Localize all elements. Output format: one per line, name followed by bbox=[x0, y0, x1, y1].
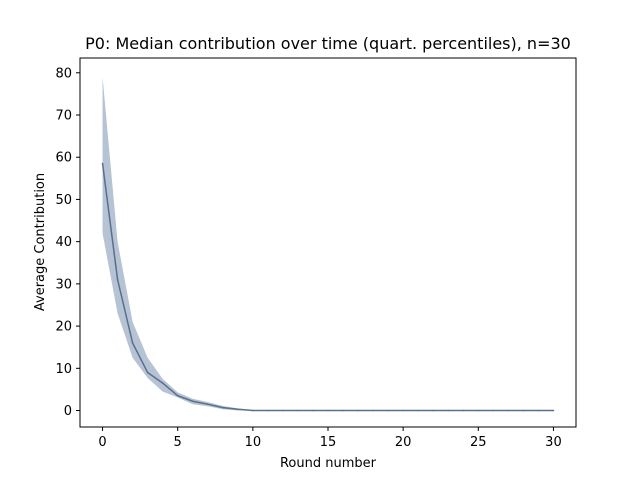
median-point bbox=[447, 409, 450, 412]
y-tick-label: 60 bbox=[55, 151, 72, 166]
x-tick-label: 10 bbox=[245, 435, 262, 450]
median-point bbox=[522, 409, 525, 412]
median-point bbox=[116, 278, 119, 281]
median-point bbox=[282, 409, 284, 412]
median-point bbox=[221, 406, 224, 409]
y-tick-label: 0 bbox=[64, 404, 72, 419]
y-tick-label: 50 bbox=[55, 193, 72, 208]
median-point bbox=[462, 409, 465, 412]
median-point bbox=[417, 409, 419, 412]
y-axis: 0 10 20 30 40 50 60 70 80 bbox=[55, 66, 80, 419]
median-point bbox=[327, 409, 329, 412]
x-tick-label: 0 bbox=[98, 435, 106, 450]
median-point bbox=[161, 382, 164, 384]
median-point bbox=[252, 409, 254, 412]
median-point bbox=[191, 400, 194, 403]
median-point bbox=[146, 371, 149, 374]
median-point bbox=[552, 409, 555, 412]
y-tick-label: 40 bbox=[55, 235, 72, 250]
interquartile-band bbox=[102, 77, 554, 411]
x-axis-label: Round number bbox=[280, 456, 377, 471]
median-point bbox=[492, 409, 495, 412]
x-tick-label: 5 bbox=[174, 435, 182, 450]
y-tick-label: 70 bbox=[55, 108, 72, 123]
median-point bbox=[432, 409, 435, 412]
median-point bbox=[342, 409, 344, 412]
x-tick-label: 20 bbox=[395, 435, 412, 450]
x-tick-label: 30 bbox=[545, 435, 562, 450]
median-point bbox=[537, 409, 540, 412]
median-point bbox=[206, 403, 209, 406]
median-point bbox=[312, 409, 314, 412]
median-point bbox=[372, 409, 374, 412]
median-point bbox=[387, 409, 389, 412]
plot-area bbox=[101, 77, 555, 412]
median-point bbox=[267, 409, 269, 412]
x-axis: 0 5 10 15 20 25 30 bbox=[98, 427, 562, 450]
median-point bbox=[297, 409, 299, 412]
y-tick-label: 80 bbox=[55, 66, 72, 81]
y-axis-label: Average Contribution bbox=[33, 173, 48, 311]
median-point bbox=[176, 394, 179, 397]
median-point bbox=[477, 409, 480, 412]
median-point bbox=[357, 409, 359, 412]
y-tick-label: 30 bbox=[55, 277, 72, 292]
chart-title: P0: Median contribution over time (quart… bbox=[85, 34, 571, 53]
y-tick-label: 20 bbox=[55, 320, 72, 335]
x-tick-label: 25 bbox=[470, 435, 487, 450]
median-point bbox=[237, 408, 239, 411]
median-line bbox=[101, 163, 554, 412]
median-point bbox=[507, 409, 510, 412]
y-tick-label: 10 bbox=[55, 362, 72, 377]
median-point bbox=[131, 342, 134, 344]
median-point bbox=[101, 162, 104, 165]
median-point bbox=[402, 409, 404, 412]
x-tick-label: 15 bbox=[320, 435, 337, 450]
